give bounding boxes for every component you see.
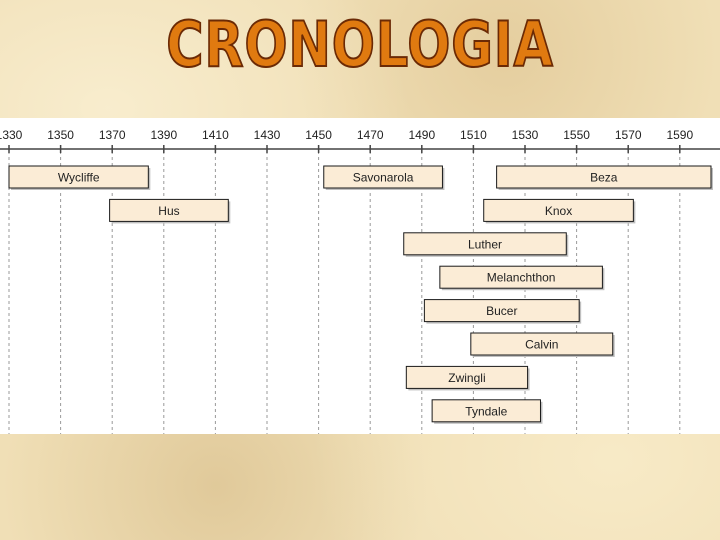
- timeline-bar: Knox: [483, 198, 636, 224]
- x-tick-label: 1430: [254, 128, 281, 142]
- timeline-bar: Tyndale: [431, 399, 543, 424]
- bar-rect: [323, 165, 443, 189]
- x-tick-label: 1370: [99, 128, 126, 142]
- x-tick-label: 1470: [357, 128, 384, 142]
- x-tick-label: 1330: [0, 128, 23, 142]
- timeline-panel: 1330 1350 1370 1390 1410 1430 1450 1470 1490 1510…: [0, 118, 720, 434]
- x-tick-label: 1570: [615, 128, 642, 142]
- bar-label: Wycliffe: [58, 171, 100, 185]
- bar-label: Tyndale: [465, 404, 507, 418]
- timeline-bar: Savonarola: [323, 165, 445, 190]
- timeline-bar: Bucer: [423, 299, 582, 324]
- timeline-bar: Wycliffe: [8, 165, 151, 190]
- bar-label: Savonarola: [353, 171, 414, 185]
- timeline-bar: Melanchthon: [439, 265, 605, 291]
- x-tick-label: 1510: [460, 128, 487, 142]
- bar-label: Bucer: [486, 304, 517, 318]
- bar-rect: [109, 198, 229, 222]
- bar-rect: [496, 165, 712, 189]
- timeline-chart: 1330 1350 1370 1390 1410 1430 1450 1470 1490 1510…: [0, 128, 720, 434]
- timeline-bars: Wycliffe Savonarola Beza Hus Knox Luther Melan…: [8, 165, 713, 424]
- x-tick-label: 1410: [202, 128, 229, 142]
- x-axis: 1330 1350 1370 1390 1410 1430 1450 1470 1490 1510…: [0, 128, 720, 153]
- bar-rect: [483, 198, 634, 222]
- grid-lines: [8, 145, 681, 434]
- bar-label: Beza: [590, 171, 618, 185]
- bar-label: Knox: [545, 204, 572, 218]
- bar-rect: [439, 265, 603, 289]
- x-tick-label: 1490: [408, 128, 435, 142]
- x-tick-label: 1350: [47, 128, 74, 142]
- bar-label: Hus: [158, 204, 179, 218]
- timeline-bar: Zwingli: [405, 365, 530, 391]
- x-tick-label: 1390: [150, 128, 177, 142]
- timeline-bar: Luther: [403, 232, 569, 257]
- bar-label: Calvin: [525, 338, 558, 352]
- x-tick-label: 1450: [305, 128, 332, 142]
- bar-rect: [403, 232, 567, 256]
- bar-rect: [8, 165, 149, 189]
- bar-rect: [431, 399, 541, 423]
- bar-label: Luther: [468, 237, 502, 251]
- timeline-bar: Hus: [109, 198, 231, 224]
- x-tick-label: 1590: [666, 128, 693, 142]
- timeline-bar: Calvin: [470, 332, 615, 357]
- bar-label: Melanchthon: [487, 271, 556, 285]
- bar-rect: [470, 332, 614, 356]
- timeline-bar: Beza: [496, 165, 713, 190]
- bar-rect: [405, 365, 529, 389]
- bar-label: Zwingli: [448, 371, 485, 385]
- x-tick-label: 1550: [563, 128, 590, 142]
- page-title: CRONOLOGIA: [165, 7, 554, 82]
- bar-rect: [423, 299, 580, 323]
- x-tick-label: 1530: [512, 128, 539, 142]
